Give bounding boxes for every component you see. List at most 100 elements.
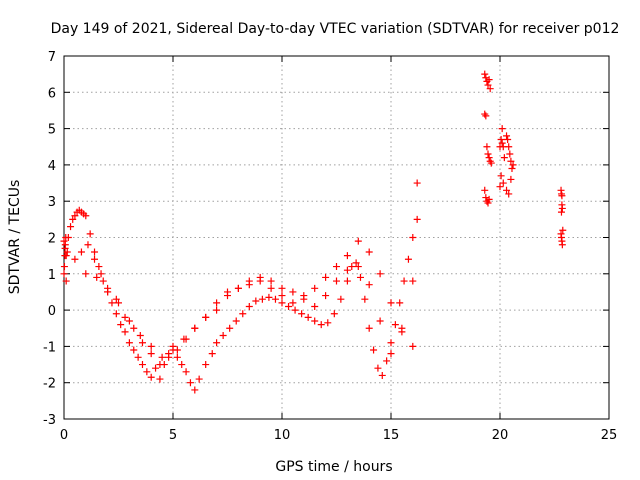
data-point [112, 295, 120, 303]
data-point [558, 192, 566, 200]
data-point [409, 277, 417, 285]
data-point [391, 321, 399, 329]
data-point [213, 306, 221, 314]
data-point [136, 332, 144, 340]
data-point [186, 379, 194, 387]
data-point [202, 313, 210, 321]
data-point [311, 284, 319, 292]
data-point [289, 288, 297, 296]
data-point [413, 215, 421, 223]
data-point [498, 125, 506, 133]
data-point [226, 324, 234, 332]
data-point [173, 353, 181, 361]
data-point [383, 357, 391, 365]
data-point [278, 284, 286, 292]
data-point [95, 263, 103, 271]
data-point [234, 284, 242, 292]
data-point [182, 368, 190, 376]
x-tick-label: 25 [601, 428, 618, 443]
data-point [558, 201, 566, 209]
data-point [404, 255, 412, 263]
data-point [557, 208, 565, 216]
y-tick-label: -2 [43, 377, 56, 392]
y-tick-label: 5 [48, 123, 56, 138]
data-point [558, 241, 566, 249]
data-point [77, 248, 85, 256]
data-point [497, 135, 505, 143]
data-point [61, 241, 69, 249]
data-point [82, 270, 90, 278]
data-point [304, 313, 312, 321]
data-point [91, 248, 99, 256]
data-point [71, 212, 79, 220]
data-point [505, 143, 513, 151]
data-point [147, 373, 155, 381]
data-point [505, 190, 513, 198]
data-point [343, 252, 351, 260]
data-point [82, 212, 90, 220]
data-point [343, 266, 351, 274]
data-point [265, 293, 273, 301]
data-point [497, 172, 505, 180]
data-point [365, 248, 373, 256]
data-point [498, 139, 506, 147]
data-point [291, 306, 299, 314]
data-point [481, 110, 489, 118]
data-point [134, 353, 142, 361]
data-point [117, 321, 125, 329]
data-point [481, 70, 489, 78]
data-point [125, 339, 133, 347]
data-point [482, 74, 490, 82]
axis-ticks [63, 55, 610, 420]
data-point [485, 76, 493, 84]
grid-layer [64, 56, 609, 419]
data-point [99, 277, 107, 285]
data-point [485, 154, 493, 162]
data-point [112, 310, 120, 318]
data-point [354, 263, 362, 271]
data-point [219, 332, 227, 340]
data-point [387, 299, 395, 307]
data-point [289, 299, 297, 307]
y-tick-label: 2 [48, 232, 56, 247]
data-point [191, 386, 199, 394]
data-point [62, 277, 70, 285]
y-tick-label: 0 [48, 304, 56, 319]
data-point [387, 339, 395, 347]
data-point [271, 295, 279, 303]
data-point [370, 346, 378, 354]
data-point [365, 324, 373, 332]
data-point [500, 154, 508, 162]
data-point [71, 255, 79, 263]
data-point [84, 241, 92, 249]
data-point [130, 324, 138, 332]
data-point [195, 375, 203, 383]
data-point [278, 292, 286, 300]
data-point [138, 339, 146, 347]
data-point [333, 263, 340, 271]
data-point [400, 277, 408, 285]
y-tick-label: 3 [48, 195, 56, 210]
data-point [484, 199, 492, 207]
data-point [213, 339, 221, 347]
data-point [224, 292, 231, 300]
data-point [115, 299, 122, 307]
data-point [125, 317, 133, 325]
data-point [499, 179, 507, 187]
data-point [252, 297, 260, 305]
data-point [484, 150, 492, 158]
data-point [108, 299, 116, 307]
data-point [387, 350, 395, 358]
data-point [130, 346, 138, 354]
data-point [245, 302, 253, 310]
data-point [509, 161, 517, 169]
data-point [256, 273, 264, 281]
data-point [267, 284, 275, 292]
data-point [258, 295, 266, 303]
x-axis-label: GPS time / hours [275, 459, 392, 475]
data-point [208, 350, 216, 358]
data-point [86, 230, 94, 238]
data-point [343, 277, 351, 285]
data-point [376, 270, 384, 278]
data-point [67, 223, 75, 231]
